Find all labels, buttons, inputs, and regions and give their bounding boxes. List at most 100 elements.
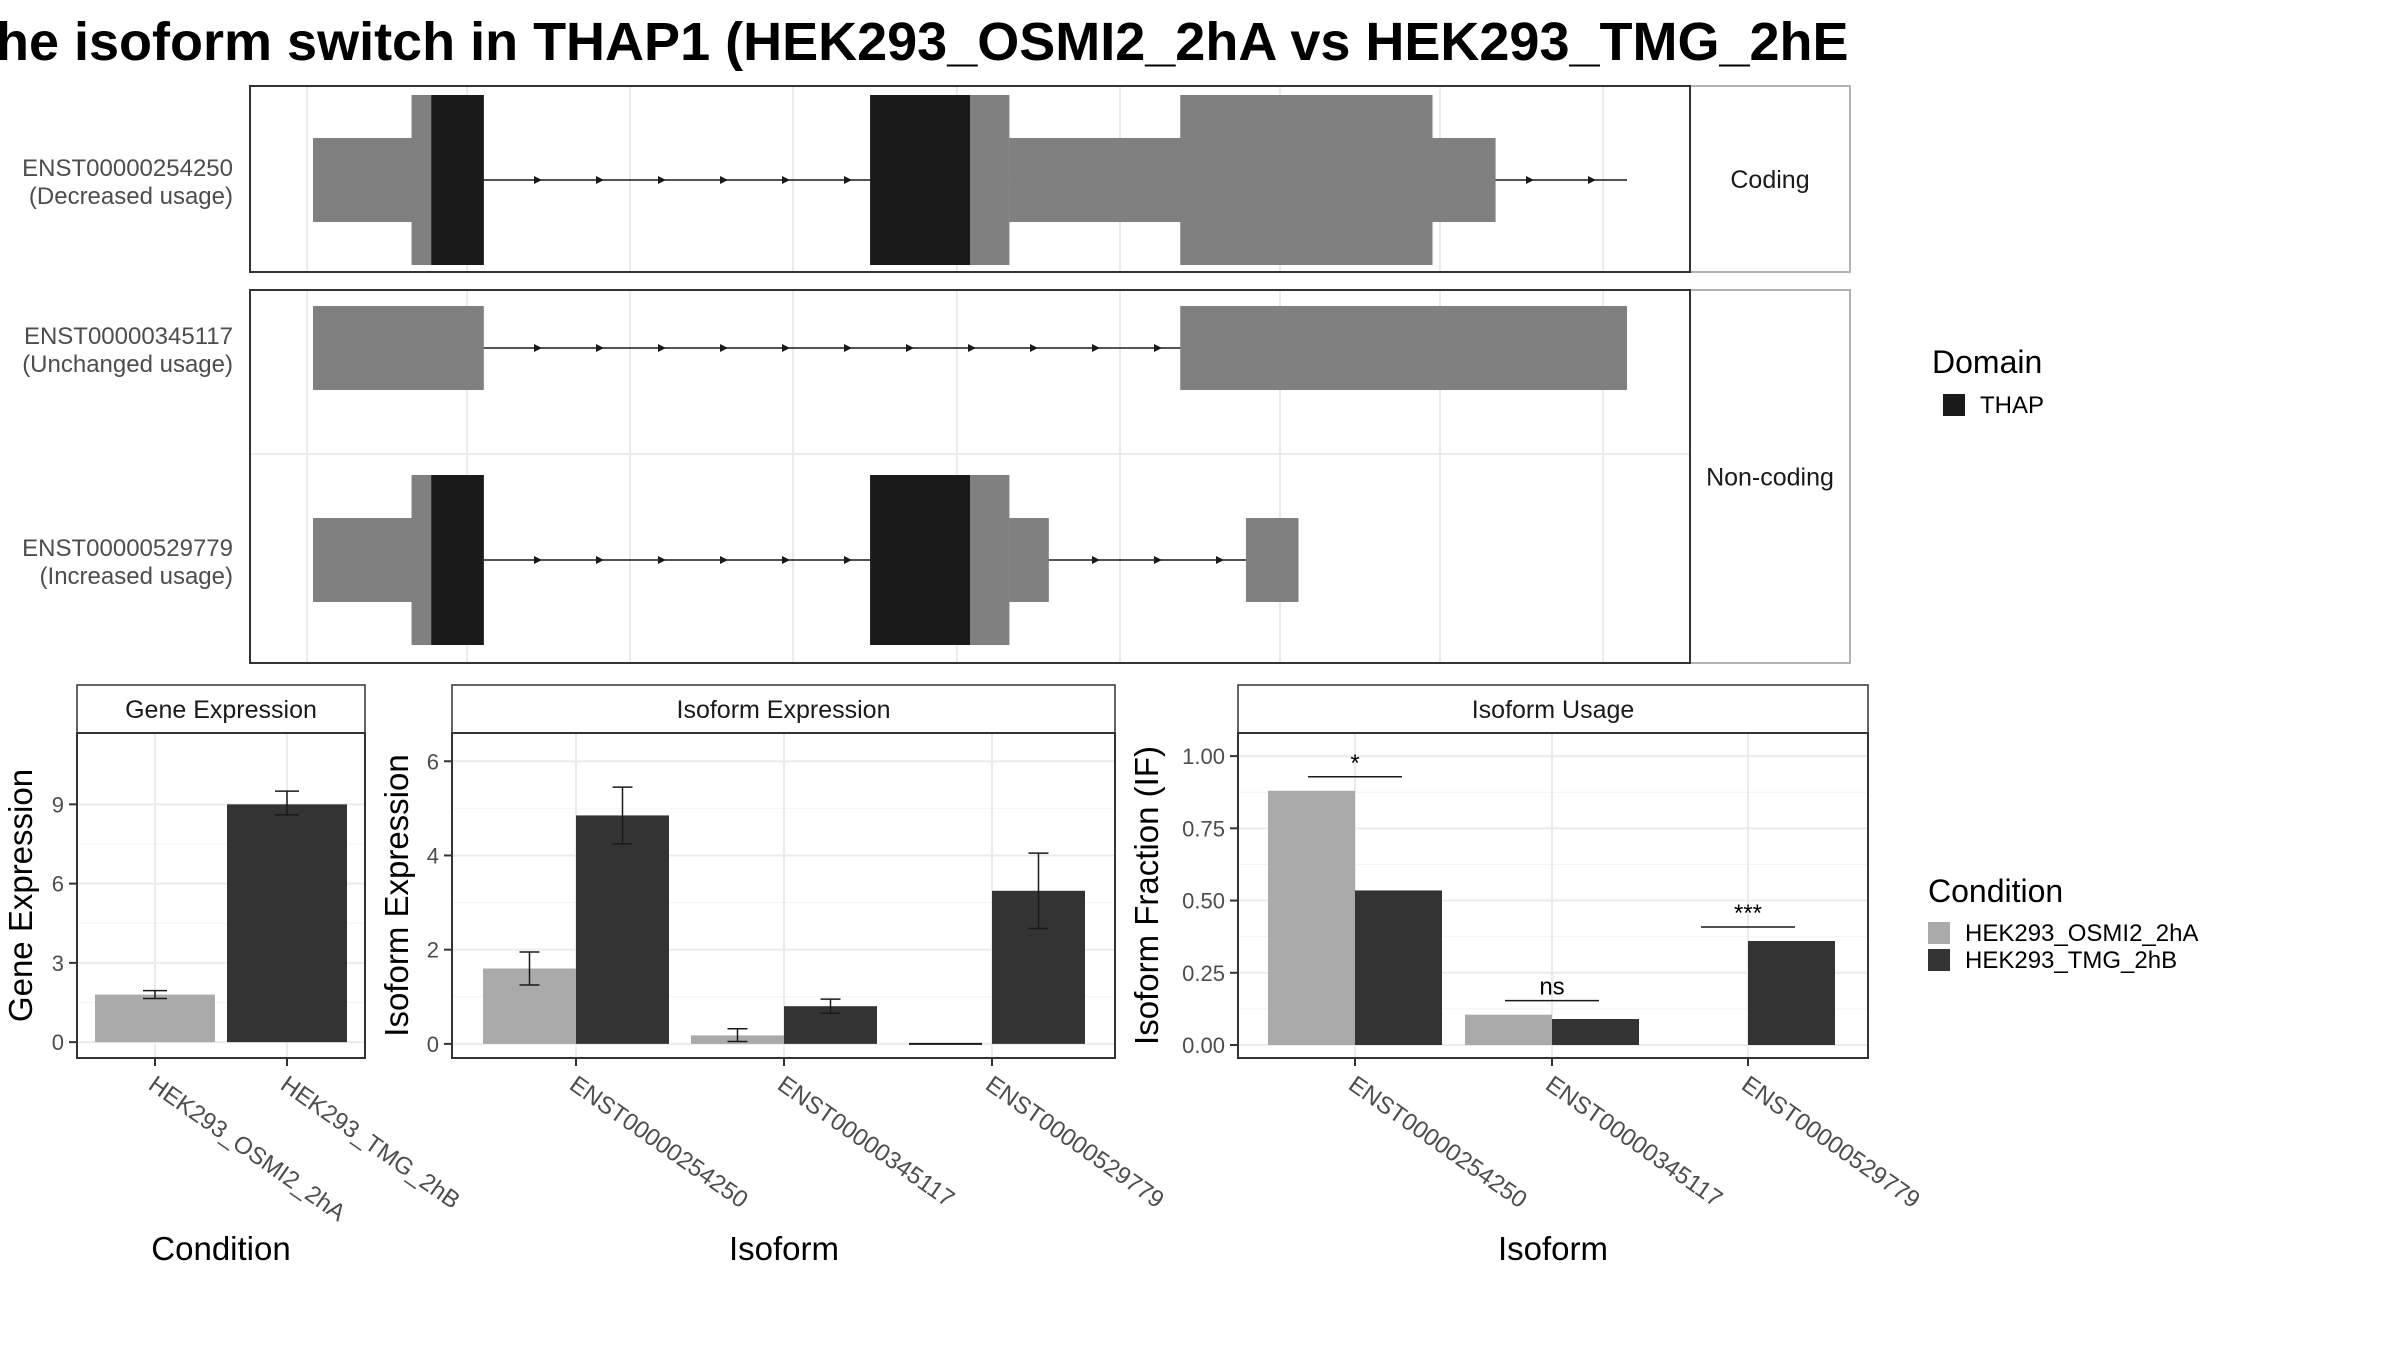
utr-exon — [1009, 518, 1049, 602]
strand-arrow — [782, 556, 790, 564]
strand-arrow — [658, 176, 666, 184]
legend-label: HEK293_OSMI2_2hA — [1965, 920, 2198, 947]
facet-strip — [1689, 289, 1851, 664]
strand-arrow — [1588, 176, 1596, 184]
bar — [1748, 941, 1835, 1045]
x-tick-label: ENST00000254250 — [1344, 1071, 1532, 1214]
strand-arrow — [782, 344, 790, 352]
utr-exon — [1180, 306, 1627, 390]
strand-arrow — [1092, 556, 1100, 564]
transcript-usage: (Decreased usage) — [29, 183, 233, 210]
strand-arrow — [1030, 344, 1038, 352]
legend-label: THAP — [1980, 392, 2044, 419]
legend-label: HEK293_TMG_2hB — [1965, 947, 2177, 974]
strand-arrow — [534, 176, 542, 184]
legend-swatch — [1928, 949, 1950, 971]
figure-title: he isoform switch in THAP1 (HEK293_OSMI2… — [0, 12, 1849, 72]
x-tick-label: ENST00000254250 — [565, 1071, 753, 1214]
significance-label: * — [1350, 750, 1359, 777]
bar — [1552, 1019, 1639, 1045]
y-axis-title: Isoform Expression — [378, 754, 415, 1036]
legend-title: Condition — [1928, 873, 2063, 909]
y-tick-label: 9 — [52, 792, 64, 817]
strand-arrow — [782, 176, 790, 184]
x-axis-title: Condition — [151, 1230, 290, 1267]
bar-charts: Gene Expression0369HEK293_OSMI2_2hAHEK29… — [2, 684, 1925, 1267]
transcript-id: ENST00000254250 — [22, 155, 233, 182]
y-tick-label: 0 — [52, 1030, 64, 1055]
y-tick-label: 6 — [427, 749, 439, 774]
chart-header — [76, 684, 366, 734]
thap-domain — [870, 95, 970, 265]
bar — [576, 815, 669, 1044]
legend-swatch — [1928, 922, 1950, 944]
x-tick-label: ENST00000529779 — [1737, 1071, 1925, 1214]
x-axis-title: Isoform — [729, 1230, 839, 1267]
y-axis-title: Isoform Fraction (IF) — [1128, 746, 1165, 1045]
chart-header — [451, 684, 1116, 734]
y-tick-label: 6 — [52, 872, 64, 897]
x-tick-label: ENST00000345117 — [1541, 1071, 1728, 1213]
facet-strip — [1689, 85, 1851, 273]
structure-panel-border — [249, 289, 1691, 664]
strand-arrow — [844, 176, 852, 184]
transcript-structure-plot: Coding ENST00000254250(Decreased usage) No… — [22, 85, 1851, 664]
chart-title: Isoform Expression — [677, 696, 891, 724]
y-tick-label: 0.50 — [1182, 889, 1225, 914]
y-tick-label: 4 — [427, 843, 439, 868]
transcript-id: ENST00000529779 — [22, 535, 233, 562]
cds-exon — [1180, 95, 1433, 265]
bar — [227, 804, 347, 1043]
chart-panel-border — [76, 732, 366, 1059]
thap-domain — [870, 475, 970, 645]
strand-arrow — [720, 344, 728, 352]
strand-arrow — [658, 344, 666, 352]
strand-arrow — [720, 556, 728, 564]
facet-label: Non-coding — [1706, 464, 1834, 492]
y-tick-label: 1.00 — [1182, 744, 1225, 769]
chart-title: Gene Expression — [125, 696, 317, 724]
chart-title: Isoform Usage — [1472, 696, 1635, 724]
x-axis-title: Isoform — [1498, 1230, 1608, 1267]
strand-arrow — [844, 556, 852, 564]
strand-arrow — [720, 176, 728, 184]
transcript-usage: (Unchanged usage) — [22, 351, 233, 378]
y-tick-label: 2 — [427, 938, 439, 963]
strand-arrow — [534, 556, 542, 564]
strand-arrow — [1526, 176, 1534, 184]
x-tick-label: ENST00000345117 — [773, 1071, 960, 1213]
strand-arrow — [1216, 556, 1224, 564]
bar — [1268, 790, 1355, 1045]
strand-arrow — [534, 344, 542, 352]
strand-arrow — [658, 556, 666, 564]
strand-arrow — [1154, 556, 1162, 564]
transcript-id: ENST00000345117 — [24, 323, 233, 350]
thap-domain — [431, 475, 484, 645]
legend-title: Domain — [1932, 344, 2042, 380]
structure-panel-border — [249, 85, 1691, 273]
strand-arrow — [1092, 344, 1100, 352]
y-tick-label: 0.75 — [1182, 816, 1225, 841]
y-tick-label: 3 — [52, 951, 64, 976]
strand-arrow — [596, 556, 604, 564]
strand-arrow — [1154, 344, 1162, 352]
bar — [95, 994, 215, 1043]
significance-label: ns — [1539, 974, 1564, 1001]
facet-label: Coding — [1730, 166, 1809, 194]
utr-exon — [313, 306, 484, 390]
strand-arrow — [596, 344, 604, 352]
legends: Domain THAP Condition HEK293_OSMI2_2hAHEK29… — [1928, 344, 2198, 974]
y-tick-label: 0.25 — [1182, 961, 1225, 986]
chart-header — [1237, 684, 1869, 734]
utr-exon — [1245, 518, 1299, 602]
y-axis-title: Gene Expression — [2, 769, 39, 1022]
strand-arrow — [596, 176, 604, 184]
strand-arrow — [844, 344, 852, 352]
thap-domain — [431, 95, 484, 265]
x-tick-label: ENST00000529779 — [981, 1071, 1169, 1214]
bar — [1465, 1014, 1552, 1045]
legend-swatch — [1943, 394, 1965, 416]
y-tick-label: 0 — [427, 1032, 439, 1057]
strand-arrow — [968, 344, 976, 352]
